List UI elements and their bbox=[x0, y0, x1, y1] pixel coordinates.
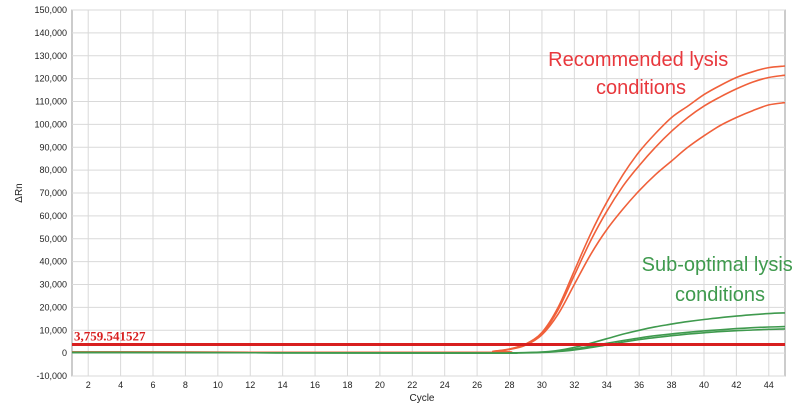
threshold-group: 3,759.541527 bbox=[72, 329, 785, 347]
x-tick-label: 10 bbox=[213, 380, 223, 390]
x-tick-label: 28 bbox=[505, 380, 515, 390]
y-tick-labels: -10,000 0 10,000 20,000 30,000 40,000 50,000 60… bbox=[34, 5, 67, 381]
x-tick-label: 16 bbox=[310, 380, 320, 390]
y-tick-label: 70,000 bbox=[39, 188, 67, 198]
y-tick-label: 150,000 bbox=[34, 5, 67, 15]
x-axis-label: Cycle bbox=[409, 393, 434, 404]
x-tick-labels: 2 4 6 8 10 12 14 16 18 20 22 24 26 28 30 32 34 36 38 40 42 44 bbox=[86, 380, 774, 390]
x-tick-label: 30 bbox=[537, 380, 547, 390]
y-tick-label: 120,000 bbox=[34, 74, 67, 84]
x-tick-label: 32 bbox=[569, 380, 579, 390]
y-tick-label: 0 bbox=[62, 348, 67, 358]
suboptimal-annotation-line1: Sub-optimal lysis bbox=[642, 254, 793, 276]
y-tick-label: 10,000 bbox=[39, 325, 67, 335]
x-tick-label: 34 bbox=[602, 380, 612, 390]
suboptimal-series-line-6 bbox=[71, 328, 786, 354]
recommended-annotation: Recommended lysis conditions bbox=[548, 49, 734, 99]
x-tick-label: 40 bbox=[699, 380, 709, 390]
x-tick-label: 44 bbox=[764, 380, 774, 390]
y-axis-label: ΔRn bbox=[14, 183, 25, 202]
suboptimal-annotation-line2: conditions bbox=[675, 284, 765, 306]
x-tick-label: 22 bbox=[407, 380, 417, 390]
suboptimal-annotation: Sub-optimal lysis conditions bbox=[642, 254, 799, 306]
y-tick-label: 50,000 bbox=[39, 234, 67, 244]
recommended-annotation-line2: conditions bbox=[596, 77, 686, 99]
x-tick-label: 36 bbox=[634, 380, 644, 390]
y-tick-label: 100,000 bbox=[34, 119, 67, 129]
y-tick-label: 60,000 bbox=[39, 211, 67, 221]
series-group bbox=[71, 65, 786, 354]
y-tick-label: 90,000 bbox=[39, 142, 67, 152]
x-tick-label: 8 bbox=[183, 380, 188, 390]
x-tick-label: 42 bbox=[731, 380, 741, 390]
y-tick-label: 110,000 bbox=[35, 97, 67, 107]
grid bbox=[72, 9, 785, 377]
y-tick-label: -10,000 bbox=[36, 371, 67, 381]
x-tick-label: 2 bbox=[86, 380, 91, 390]
x-tick-label: 20 bbox=[375, 380, 385, 390]
x-tick-label: 38 bbox=[667, 380, 677, 390]
x-tick-label: 12 bbox=[245, 380, 255, 390]
y-tick-label: 40,000 bbox=[39, 257, 67, 267]
recommended-annotation-line1: Recommended lysis bbox=[548, 49, 728, 71]
x-tick-label: 26 bbox=[472, 380, 482, 390]
x-tick-label: 4 bbox=[118, 380, 123, 390]
recommended-series-line-3 bbox=[71, 101, 786, 354]
threshold-label: 3,759.541527 bbox=[74, 329, 146, 344]
y-tick-label: 20,000 bbox=[39, 302, 67, 312]
x-tick-label: 14 bbox=[278, 380, 288, 390]
y-tick-label: 140,000 bbox=[34, 28, 67, 38]
y-tick-label: 80,000 bbox=[39, 165, 67, 175]
y-tick-label: 130,000 bbox=[34, 51, 67, 61]
x-tick-label: 24 bbox=[440, 380, 450, 390]
x-tick-label: 18 bbox=[342, 380, 352, 390]
y-tick-label: 30,000 bbox=[39, 280, 67, 290]
x-tick-label: 6 bbox=[151, 380, 156, 390]
